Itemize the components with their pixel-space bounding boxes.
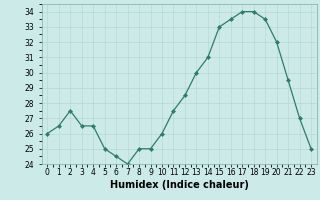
X-axis label: Humidex (Indice chaleur): Humidex (Indice chaleur) [110, 180, 249, 190]
